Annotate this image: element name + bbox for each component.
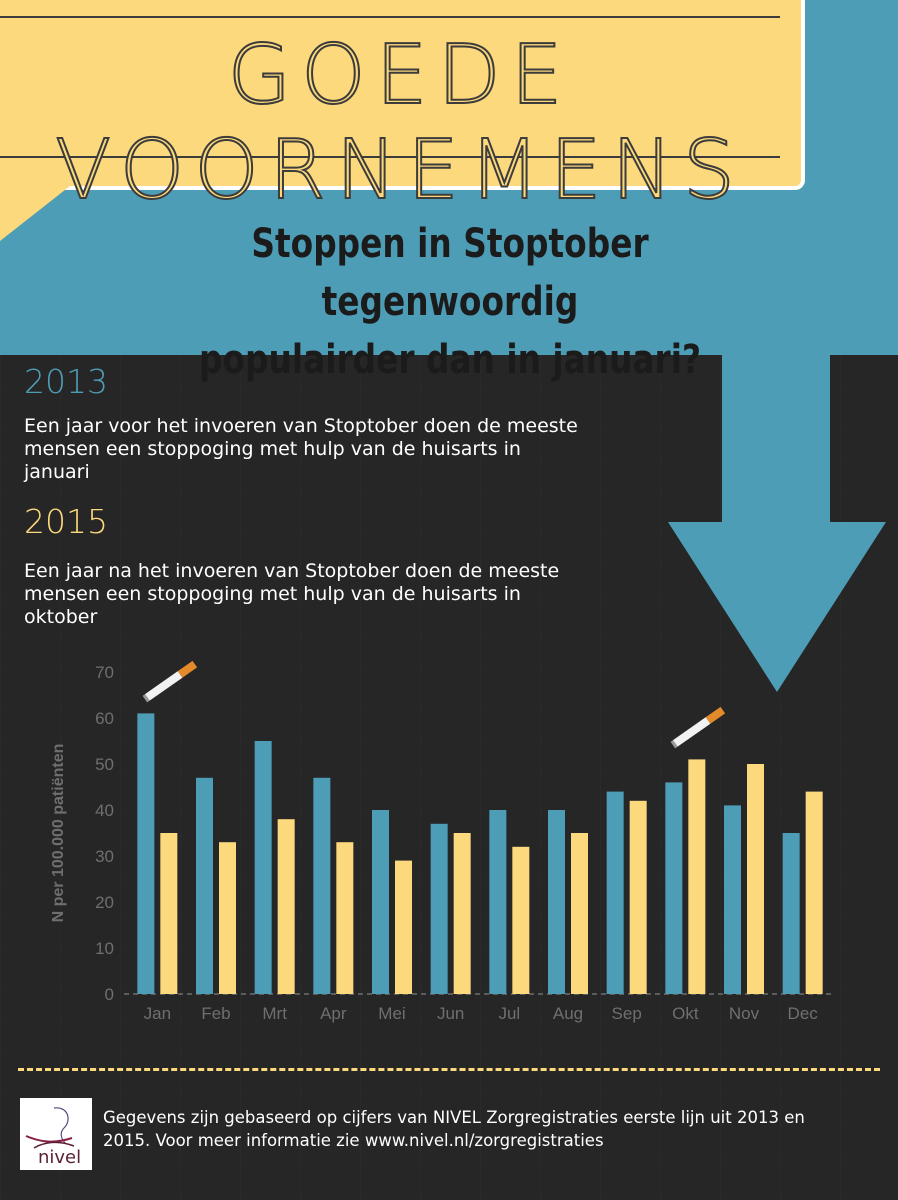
subtitle: Stoppen in Stoptober tegenwoordig popula… xyxy=(163,215,737,389)
x-tick-label: Okt xyxy=(672,1004,699,1023)
x-tick-label: Mei xyxy=(378,1004,405,1023)
y-axis-label: N per 100.000 patiënten xyxy=(50,744,67,923)
speech-bubble xyxy=(0,0,805,190)
cigarette-paper xyxy=(673,717,711,747)
down-arrow-icon xyxy=(668,522,886,692)
bar-2015-mei xyxy=(395,860,412,994)
cigarette-paper xyxy=(145,671,183,701)
bar-2013-nov xyxy=(724,805,741,994)
x-tick-label: Apr xyxy=(320,1004,347,1023)
y-tick-label: 20 xyxy=(95,893,114,912)
bar-2013-okt xyxy=(665,782,683,994)
bar-2013-mrt xyxy=(254,741,272,994)
x-tick-label: Feb xyxy=(201,1004,230,1023)
bar-2015-okt xyxy=(688,759,706,994)
bar-2013-jun xyxy=(430,823,448,994)
bar-2013-jul xyxy=(489,810,507,994)
y-tick-label: 30 xyxy=(95,847,114,866)
x-tick-label: Dec xyxy=(788,1004,819,1023)
subtitle-line-2: populairder dan in januari? xyxy=(198,337,702,383)
bar-2015-nov xyxy=(747,764,764,994)
y-tick-label: 10 xyxy=(95,939,114,958)
title-rule-top xyxy=(0,16,780,18)
bar-2015-jul xyxy=(512,846,530,994)
x-tick-label: Jul xyxy=(498,1004,520,1023)
footer-source-text: Gegevens zijn gebaseerd op cijfers van N… xyxy=(103,1106,883,1152)
x-tick-label: Jan xyxy=(144,1004,171,1023)
title-rule-bottom xyxy=(0,156,780,158)
main-title: GOEDE VOORNEMENS xyxy=(54,27,745,219)
y-tick-label: 60 xyxy=(95,709,114,728)
speech-bubble-tail xyxy=(0,186,70,241)
year-2013-text: Een jaar voor het invoeren van Stoptober… xyxy=(24,415,578,483)
bar-2015-jun xyxy=(453,833,471,994)
bar-2015-apr xyxy=(336,842,354,994)
footer-line-1: Gegevens zijn gebaseerd op cijfers van N… xyxy=(103,1108,805,1127)
y-tick-label: 0 xyxy=(105,985,114,1004)
cigarette-icon xyxy=(142,660,198,703)
bar-chart: N per 100.000 patiënten 0 10 20 30 40 50 60 70 Ja… xyxy=(50,660,832,1023)
bar-2013-aug xyxy=(548,810,565,994)
year-2015-heading: 2015 xyxy=(24,502,108,541)
bar-2015-sep xyxy=(629,800,647,994)
nivel-logo-text: nivel xyxy=(38,1147,82,1168)
bar-2015-aug xyxy=(571,833,588,994)
bar-2015-dec xyxy=(805,791,823,994)
x-tick-label: Jun xyxy=(437,1004,464,1023)
x-tick-label: Mrt xyxy=(262,1004,287,1023)
year-2013-heading: 2013 xyxy=(24,362,108,401)
bar-2015-mrt xyxy=(277,819,295,994)
cigarette-filter xyxy=(177,660,198,678)
bar-2013-mei xyxy=(372,810,389,994)
footer-line-2: 2015. Voor meer informatie zie www.nivel… xyxy=(103,1131,604,1150)
down-arrow-shaft xyxy=(722,350,830,525)
cigarette-filter xyxy=(705,706,726,724)
bar-2013-apr xyxy=(313,777,331,994)
bar-2013-jan xyxy=(137,713,155,994)
cigarette-icon xyxy=(670,706,726,749)
x-tick-label: Sep xyxy=(612,1004,642,1023)
y-tick-label: 70 xyxy=(95,663,114,682)
bar-2015-feb xyxy=(219,842,236,994)
bar-2015-jan xyxy=(160,833,178,994)
bar-2013-dec xyxy=(782,833,800,994)
bar-2013-feb xyxy=(196,777,213,994)
footer-divider xyxy=(18,1068,880,1071)
x-tick-label: Aug xyxy=(553,1004,583,1023)
nivel-logo-mark xyxy=(25,1107,75,1149)
y-tick-label: 50 xyxy=(95,755,114,774)
nivel-logo: nivel xyxy=(20,1098,92,1170)
cigarette-ash xyxy=(142,694,150,703)
bar-2013-sep xyxy=(606,791,624,994)
x-tick-label: Nov xyxy=(729,1004,760,1023)
y-tick-label: 40 xyxy=(95,801,114,820)
year-2015-text: Een jaar na het invoeren van Stoptober d… xyxy=(24,560,560,628)
subtitle-line-1: Stoppen in Stoptober tegenwoordig xyxy=(251,221,649,325)
cigarette-ash xyxy=(670,740,678,749)
